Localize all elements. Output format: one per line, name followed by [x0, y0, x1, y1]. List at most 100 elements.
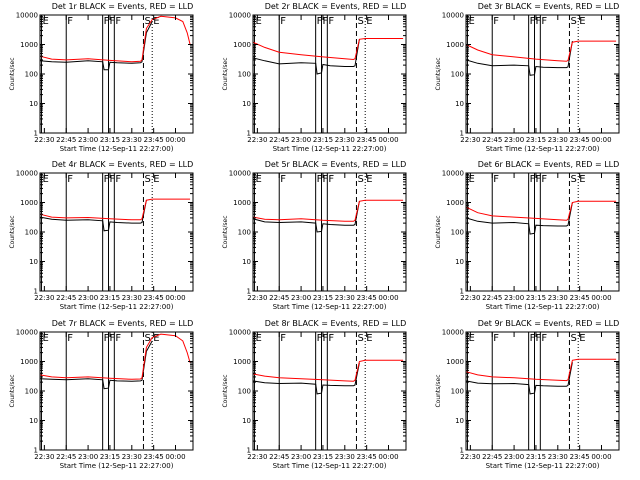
x-tick-label: 23:15: [100, 294, 120, 302]
x-tick-label: 23:15: [100, 136, 120, 144]
event-label: F: [328, 174, 334, 185]
event-label: E: [366, 333, 372, 344]
event-label: F: [535, 16, 541, 27]
event-label: F: [322, 333, 328, 344]
y-axis-label: Counts/sec: [222, 57, 229, 90]
y-tick-label: 10000: [16, 12, 38, 20]
x-tick-label: 23:45: [570, 294, 590, 302]
y-axis-label: Counts/sec: [222, 374, 229, 407]
event-label: S: [144, 333, 150, 344]
y-axis-label: Counts/sec: [222, 215, 229, 248]
y-tick-label: 100: [238, 229, 251, 237]
x-tick-label: 22:45: [269, 453, 289, 461]
plot-frame: [465, 14, 620, 134]
y-tick-label: 1: [34, 447, 38, 455]
y-tick-label: 10: [455, 417, 464, 425]
series-events-line: [39, 340, 153, 390]
x-tick-label: 23:30: [122, 136, 142, 144]
x-tick-label: 22:30: [34, 453, 54, 461]
y-tick-label: 1000: [233, 41, 251, 49]
event-label: E: [255, 333, 261, 344]
series-lld-line: [39, 333, 191, 380]
series-lld-line: [39, 198, 191, 221]
x-tick-label: 00:00: [378, 294, 398, 302]
series-lld-line: [252, 359, 404, 382]
event-label: F: [535, 174, 541, 185]
event-label: F: [317, 333, 323, 344]
event-label: S: [357, 333, 363, 344]
x-tick-label: 23:15: [100, 453, 120, 461]
x-tick-label: 22:30: [247, 294, 267, 302]
series-lld-line: [252, 199, 404, 222]
x-tick-label: 22:45: [269, 294, 289, 302]
event-label: F: [493, 16, 499, 27]
y-tick-label: 1: [247, 130, 251, 138]
x-tick-label: 22:30: [460, 136, 480, 144]
event-label: S: [144, 16, 150, 27]
x-tick-label: 23:00: [78, 294, 98, 302]
y-tick-label: 10: [29, 417, 38, 425]
event-label: E: [579, 174, 585, 185]
y-tick-label: 10: [242, 100, 251, 108]
event-label: S: [357, 174, 363, 185]
event-label: F: [493, 333, 499, 344]
x-axis-label: Start Time (12-Sep-11 22:27:00): [60, 303, 174, 311]
x-tick-label: 22:45: [482, 453, 502, 461]
event-label: S: [144, 174, 150, 185]
y-tick-label: 100: [25, 229, 38, 237]
plot-frame: [465, 172, 620, 292]
x-tick-label: 23:30: [122, 294, 142, 302]
x-tick-label: 00:00: [591, 294, 611, 302]
event-label: E: [366, 16, 372, 27]
x-tick-label: 23:45: [570, 136, 590, 144]
x-tick-label: 00:00: [591, 136, 611, 144]
event-label: F: [322, 174, 328, 185]
y-axis-label: Counts/sec: [9, 215, 16, 248]
series-events-line: [252, 201, 360, 233]
event-label: F: [115, 174, 121, 185]
event-label: E: [579, 333, 585, 344]
x-tick-label: 23:30: [548, 294, 568, 302]
x-tick-label: 22:30: [34, 136, 54, 144]
x-tick-label: 23:30: [335, 453, 355, 461]
x-tick-label: 23:15: [313, 294, 333, 302]
y-tick-label: 100: [238, 388, 251, 396]
series-lld-line: [39, 15, 191, 63]
y-tick-label: 100: [25, 71, 38, 79]
series-lld-line: [465, 200, 617, 221]
event-label: S: [570, 16, 576, 27]
event-label: E: [255, 16, 261, 27]
event-label: F: [280, 16, 286, 27]
event-label: E: [153, 333, 159, 344]
x-tick-label: 23:15: [526, 453, 546, 461]
event-label: S: [357, 16, 363, 27]
y-axis-label: Counts/sec: [435, 57, 442, 90]
y-tick-label: 1000: [20, 358, 38, 366]
x-tick-label: 22:45: [56, 453, 76, 461]
x-tick-label: 22:45: [269, 136, 289, 144]
event-label: F: [280, 174, 286, 185]
series-lld-line: [252, 38, 404, 61]
y-tick-label: 1: [247, 447, 251, 455]
event-label: F: [530, 333, 536, 344]
x-tick-label: 00:00: [378, 453, 398, 461]
y-tick-label: 10: [29, 258, 38, 266]
panel-title: Det 7r BLACK = Events, RED = LLD: [52, 319, 194, 328]
x-axis-label: Start Time (12-Sep-11 22:27:00): [60, 145, 174, 153]
event-label: S: [570, 333, 576, 344]
event-label: F: [115, 16, 121, 27]
plot-frame: [39, 172, 194, 292]
x-tick-label: 23:00: [504, 294, 524, 302]
x-axis-label: Start Time (12-Sep-11 22:27:00): [486, 145, 600, 153]
y-axis-label: Counts/sec: [9, 57, 16, 90]
event-label: F: [67, 174, 73, 185]
plot-frame: [252, 14, 407, 134]
y-tick-label: 1000: [446, 358, 464, 366]
y-tick-label: 1: [460, 288, 464, 296]
plot-frame: [39, 331, 194, 451]
event-label: F: [109, 16, 115, 27]
